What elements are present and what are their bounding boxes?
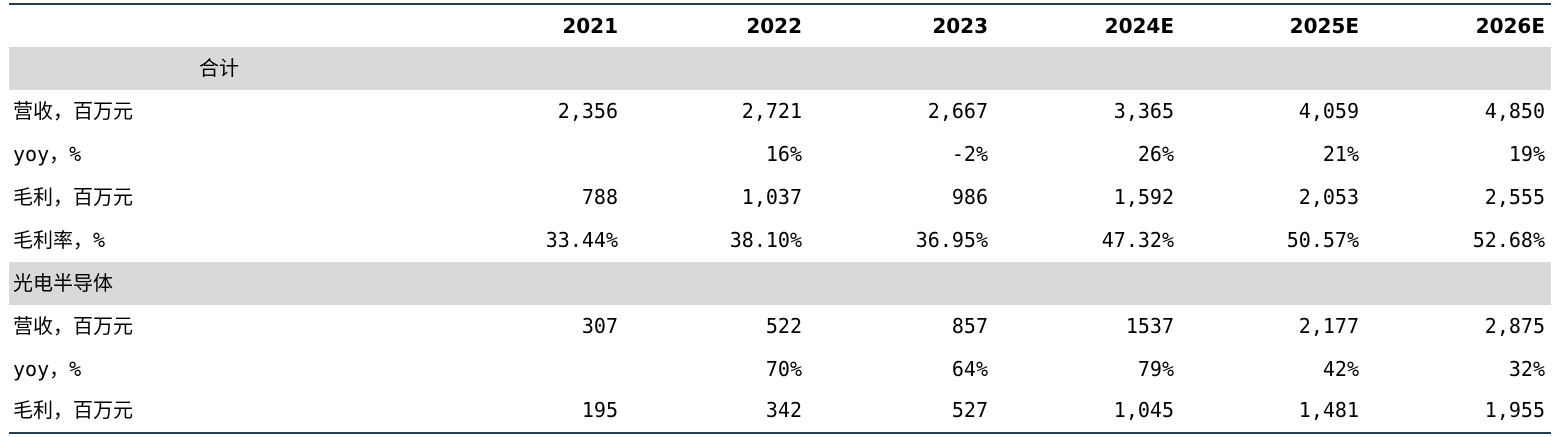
section-row-optoelectronic: 光电半导体 (9, 262, 1551, 305)
table-cell: 4,059 (1298, 99, 1359, 123)
table-cell: 986 (951, 185, 988, 209)
table-cell: 79% (1137, 357, 1174, 381)
row-label: yoy，% (13, 357, 82, 381)
table-bottom-rule (9, 432, 1551, 434)
financial-table: 2021 2022 2023 2024E 2025E 2026E 合计 营收，百… (9, 0, 1551, 437)
table-cell: 52.68% (1472, 228, 1545, 252)
table-cell: 2,721 (741, 99, 802, 123)
row-label: 毛利，百万元 (13, 398, 133, 422)
table-cell: 195 (581, 398, 618, 422)
table-cell: 307 (581, 314, 618, 338)
table-cell: 50.57% (1286, 228, 1359, 252)
table-cell: 3,365 (1113, 99, 1174, 123)
table-cell: 26% (1137, 142, 1174, 166)
table-cell: 21% (1322, 142, 1359, 166)
table-cell: 2,177 (1298, 314, 1359, 338)
section-row-total: 合计 (9, 47, 1551, 90)
table-cell: 1,037 (741, 185, 802, 209)
table-cell: 33.44% (545, 228, 618, 252)
table-cell: 36.95% (915, 228, 988, 252)
table-row: 毛利，百万元 788 1,037 986 1,592 2,053 2,555 (9, 176, 1551, 219)
table-cell: 2,356 (557, 99, 618, 123)
table-cell: 70% (765, 357, 802, 381)
row-label: 营收，百万元 (13, 99, 133, 123)
table-cell: 2,875 (1484, 314, 1545, 338)
table-cell (458, 133, 618, 176)
column-header-2024e: 2024E (1104, 14, 1174, 38)
table-cell: 1,592 (1113, 185, 1174, 209)
table-cell: 857 (951, 314, 988, 338)
table-row: 营收，百万元 2,356 2,721 2,667 3,365 4,059 4,8… (9, 90, 1551, 133)
table-cell: 16% (765, 142, 802, 166)
column-header-2025e: 2025E (1289, 14, 1359, 38)
table-cell: 1,481 (1298, 398, 1359, 422)
column-header-2021: 2021 (562, 14, 618, 38)
column-header-2026e: 2026E (1475, 14, 1545, 38)
table-row: 毛利，百万元 195 342 527 1,045 1,481 1,955 (9, 389, 1551, 432)
column-header-2023: 2023 (932, 14, 988, 38)
section-label: 光电半导体 (13, 271, 113, 295)
table-cell: 342 (765, 398, 802, 422)
table-cell: 42% (1322, 357, 1359, 381)
section-label: 合计 (199, 56, 239, 80)
table-cell: 1537 (1125, 314, 1174, 338)
table-row: 毛利率，% 33.44% 38.10% 36.95% 47.32% 50.57%… (9, 219, 1551, 262)
column-header-2022: 2022 (746, 14, 802, 38)
table-cell: 522 (765, 314, 802, 338)
table-top-rule (9, 3, 1551, 5)
table-cell: 2,555 (1484, 185, 1545, 209)
row-label: 毛利，百万元 (13, 185, 133, 209)
table-cell: 64% (951, 357, 988, 381)
table-row: 营收，百万元 307 522 857 1537 2,177 2,875 (9, 305, 1551, 348)
header-row: 2021 2022 2023 2024E 2025E 2026E (9, 5, 1551, 48)
table-cell: 47.32% (1101, 228, 1174, 252)
table-cell: 38.10% (729, 228, 802, 252)
row-label: yoy，% (13, 142, 82, 166)
table-cell: 1,045 (1113, 398, 1174, 422)
table-cell: 788 (581, 185, 618, 209)
row-label: 毛利率，% (13, 228, 106, 252)
table-row: yoy，% 70% 64% 79% 42% 32% (9, 348, 1551, 391)
table-cell: -2% (951, 142, 988, 166)
row-label: 营收，百万元 (13, 314, 133, 338)
table-cell: 527 (951, 398, 988, 422)
table-row: yoy，% 16% -2% 26% 21% 19% (9, 133, 1551, 176)
table-cell: 1,955 (1484, 398, 1545, 422)
table-cell: 32% (1508, 357, 1545, 381)
table-cell: 4,850 (1484, 99, 1545, 123)
table-cell: 2,667 (927, 99, 988, 123)
table-cell (458, 348, 618, 391)
table-cell: 19% (1508, 142, 1545, 166)
table-cell: 2,053 (1298, 185, 1359, 209)
